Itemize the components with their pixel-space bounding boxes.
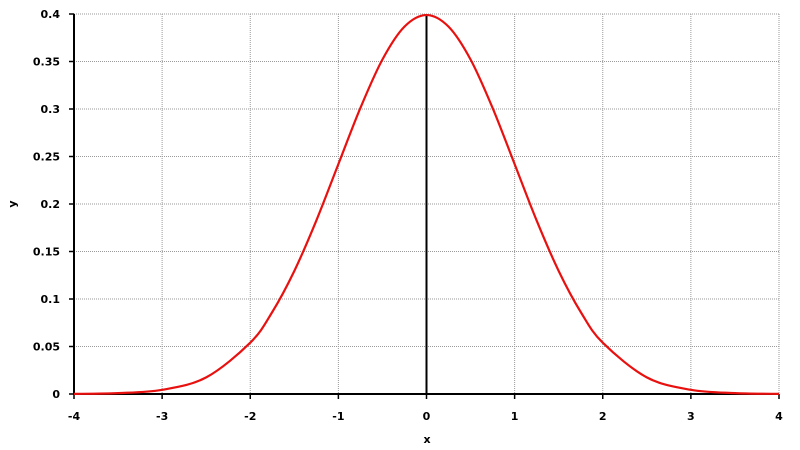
x-tick-label: 2	[599, 410, 607, 423]
y-tick-label: 0.05	[33, 341, 60, 354]
y-axis-label: y	[6, 200, 19, 207]
x-axis-label: x	[423, 433, 430, 446]
y-tick-label: 0.25	[33, 151, 60, 164]
y-tick-label: 0.1	[41, 293, 61, 306]
y-tick-label: 0.15	[33, 246, 60, 259]
y-tick-label: 0.35	[33, 56, 60, 69]
axes	[69, 13, 780, 399]
x-tick-label: 4	[775, 410, 783, 423]
x-tick-label: -4	[68, 410, 81, 423]
y-tick-label: 0.2	[41, 198, 61, 211]
y-tick-label: 0	[52, 388, 60, 401]
y-tick-label: 0.3	[41, 103, 61, 116]
x-tick-label: 1	[511, 410, 519, 423]
y-tick-label: 0.4	[41, 8, 61, 21]
series	[73, 13, 780, 395]
tick-labels: -4 -3 -2 -1 0 1 2 3 4 0 0.05 0.1 0.15 0.2 0.25 0.3 0.35 0…	[33, 8, 783, 423]
x-tick-label: 3	[687, 410, 695, 423]
x-tick-label: 0	[423, 410, 431, 423]
series-line	[73, 13, 780, 395]
x-tick-label: -1	[332, 410, 344, 423]
x-tick-label: -2	[244, 410, 256, 423]
x-tick-label: -3	[156, 410, 168, 423]
